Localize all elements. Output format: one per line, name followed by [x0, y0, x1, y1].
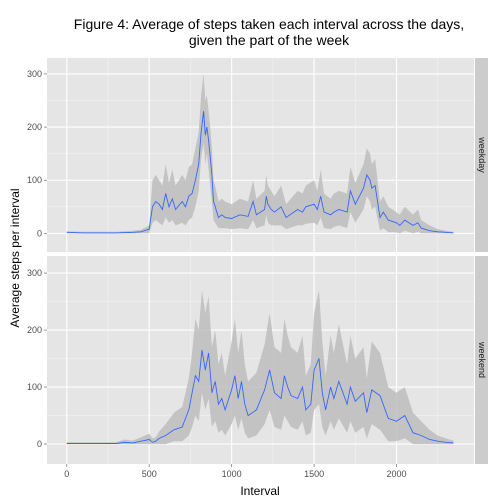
- y-tick-label: 300: [27, 268, 42, 278]
- facet-label-weekend: weekend: [477, 341, 487, 378]
- y-tick-label: 200: [27, 325, 42, 335]
- x-tick-label: 2000: [386, 469, 406, 479]
- y-tick-label: 300: [27, 69, 42, 79]
- series-band-weekday: [66, 73, 454, 234]
- facet-strip: [475, 256, 488, 464]
- x-tick-label: 1000: [222, 469, 242, 479]
- x-tick-label: 0: [64, 469, 69, 479]
- y-axis-title: Average steps per interval: [8, 188, 22, 327]
- series-line-weekend: [66, 349, 454, 444]
- y-tick-label: 100: [27, 175, 42, 185]
- y-tick-label: 200: [27, 122, 42, 132]
- series-line-weekday: [66, 111, 454, 234]
- x-axis-title: Interval: [240, 484, 279, 498]
- y-tick-label: 0: [37, 228, 42, 238]
- panel-weekday: 0 100 200 300 weekday: [27, 58, 488, 252]
- facet-label-weekday: weekday: [477, 136, 487, 173]
- y-tick-label: 100: [27, 382, 42, 392]
- facet-panels: 0 100 200 300 weekday 0 100 200 300 weekend: [27, 58, 488, 464]
- x-tick-label: 500: [142, 469, 157, 479]
- chart-title-line-2: given the part of the week: [189, 32, 350, 48]
- x-tick-label: 1500: [304, 469, 324, 479]
- series-band-weekend: [66, 290, 454, 445]
- x-axis-ticks: 0 500 1000 1500 2000: [64, 464, 407, 479]
- y-tick-label: 0: [37, 439, 42, 449]
- facet-strip: [475, 58, 488, 252]
- panel-weekend: 0 100 200 300 weekend: [27, 256, 488, 464]
- chart-title-line-1: Figure 4: Average of steps taken each in…: [74, 16, 464, 32]
